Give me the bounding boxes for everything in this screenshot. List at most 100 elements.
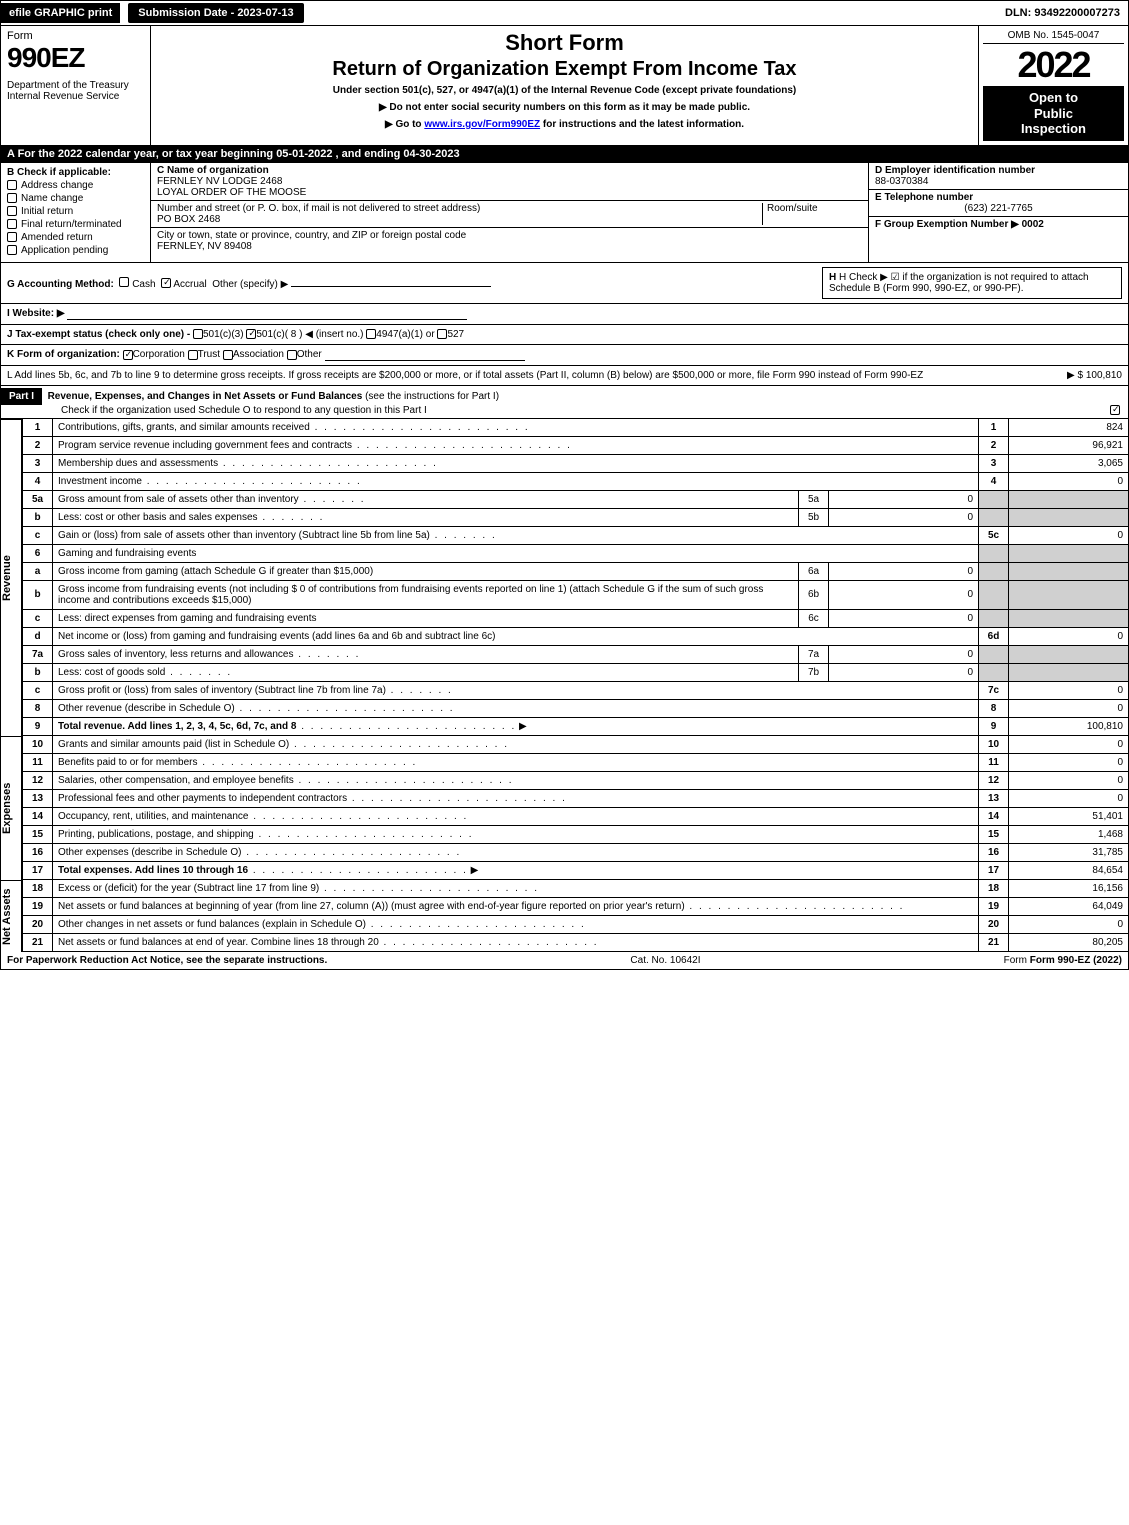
line-6c: cLess: direct expenses from gaming and f… — [23, 609, 1129, 627]
checkbox-address-change[interactable] — [7, 180, 17, 190]
part1-check-note: Check if the organization used Schedule … — [1, 405, 427, 416]
form-header: Form 990EZ Department of the Treasury In… — [0, 26, 1129, 146]
line-17: 17Total expenses. Add lines 10 through 1… — [23, 861, 1129, 879]
j-label: J Tax-exempt status (check only one) - — [7, 329, 190, 340]
opt-initial-return: Initial return — [21, 206, 73, 217]
checkbox-schedule-o[interactable] — [1110, 405, 1120, 415]
section-def: D Employer identification number 88-0370… — [868, 163, 1128, 262]
line-2: 2Program service revenue including gover… — [23, 436, 1129, 454]
g-other-field[interactable] — [291, 275, 491, 287]
checkbox-cash[interactable] — [119, 277, 129, 287]
row-g: G Accounting Method: Cash Accrual Other … — [7, 275, 491, 290]
checkbox-accrual[interactable] — [161, 278, 171, 288]
line-7c: cGross profit or (loss) from sales of in… — [23, 681, 1129, 699]
part1-title: Revenue, Expenses, and Changes in Net As… — [48, 391, 363, 402]
addr-label: Number and street (or P. O. box, if mail… — [157, 203, 480, 214]
website-field[interactable] — [67, 308, 467, 320]
j-opt3: 4947(a)(1) or — [376, 329, 434, 340]
checkbox-amended-return[interactable] — [7, 232, 17, 242]
checkbox-501c[interactable] — [246, 329, 256, 339]
g-other: Other (specify) ▶ — [212, 279, 288, 290]
line-6b: bGross income from fundraising events (n… — [23, 580, 1129, 609]
checkbox-4947[interactable] — [366, 329, 376, 339]
tax-year: 2022 — [983, 44, 1124, 86]
header-left: Form 990EZ Department of the Treasury In… — [1, 26, 151, 145]
checkbox-name-change[interactable] — [7, 193, 17, 203]
opt-amended-return: Amended return — [21, 232, 93, 243]
line-20: 20Other changes in net assets or fund ba… — [23, 915, 1129, 933]
row-g-h: G Accounting Method: Cash Accrual Other … — [0, 263, 1129, 304]
submission-date: Submission Date - 2023-07-13 — [126, 1, 305, 25]
city-label: City or town, state or province, country… — [157, 230, 466, 241]
j-opt1: 501(c)(3) — [203, 329, 244, 340]
l-text: L Add lines 5b, 6c, and 7b to line 9 to … — [7, 370, 1057, 381]
opt-application-pending: Application pending — [21, 245, 108, 256]
l-amount: ▶ $ 100,810 — [1067, 370, 1122, 381]
main-title: Return of Organization Exempt From Incom… — [159, 58, 970, 81]
checkbox-initial-return[interactable] — [7, 206, 17, 216]
expenses-section: Expenses 10Grants and similar amounts pa… — [0, 736, 1129, 880]
short-form-title: Short Form — [159, 30, 970, 56]
form-number: 990EZ — [7, 42, 144, 74]
line-19: 19Net assets or fund balances at beginni… — [23, 897, 1129, 915]
revenue-section: Revenue 1Contributions, gifts, grants, a… — [0, 419, 1129, 736]
footer-right: Form Form 990-EZ (2022) — [1004, 955, 1122, 966]
instr-2: ▶ Go to www.irs.gov/Form990EZ for instru… — [159, 119, 970, 130]
expenses-table: 10Grants and similar amounts paid (list … — [22, 736, 1129, 880]
city-value: FERNLEY, NV 89408 — [157, 241, 252, 252]
f-label: F Group Exemption Number ▶ 0002 — [875, 219, 1044, 230]
addr-value: PO BOX 2468 — [157, 214, 220, 225]
d-value: 88-0370384 — [875, 176, 928, 187]
dept-label: Department of the Treasury Internal Reve… — [7, 80, 144, 102]
checkbox-final-return[interactable] — [7, 219, 17, 229]
line-6d: dNet income or (loss) from gaming and fu… — [23, 627, 1129, 645]
k-other-field[interactable] — [325, 349, 525, 361]
form-label: Form — [7, 30, 144, 42]
j-opt4: 527 — [447, 329, 464, 340]
line-5a: 5aGross amount from sale of assets other… — [23, 490, 1129, 508]
checkbox-trust[interactable] — [188, 350, 198, 360]
j-opt2: 501(c)( 8 ) ◀ (insert no.) — [256, 329, 363, 340]
line-1: 1Contributions, gifts, grants, and simil… — [23, 419, 1129, 437]
footer-left: For Paperwork Reduction Act Notice, see … — [7, 955, 327, 966]
row-a-tax-year: A For the 2022 calendar year, or tax yea… — [0, 146, 1129, 163]
instr-2-post: for instructions and the latest informat… — [540, 119, 744, 130]
row-h: H H Check ▶ ☑ if the organization is not… — [822, 267, 1122, 299]
line-6: 6Gaming and fundraising events — [23, 544, 1129, 562]
header-right: OMB No. 1545-0047 2022 Open to Public In… — [978, 26, 1128, 145]
footer: For Paperwork Reduction Act Notice, see … — [0, 952, 1129, 970]
section-b-label: B Check if applicable: — [7, 167, 144, 178]
line-21: 21Net assets or fund balances at end of … — [23, 933, 1129, 951]
footer-center: Cat. No. 10642I — [630, 955, 700, 966]
checkbox-application-pending[interactable] — [7, 245, 17, 255]
instr-2-pre: ▶ Go to — [385, 119, 424, 130]
checkbox-527[interactable] — [437, 329, 447, 339]
k-trust: Trust — [198, 349, 220, 360]
e-label: E Telephone number — [875, 192, 973, 203]
d-label: D Employer identification number — [875, 165, 1035, 176]
k-other: Other — [297, 349, 322, 360]
h-text: H Check ▶ ☑ if the organization is not r… — [829, 272, 1089, 294]
line-9: 9Total revenue. Add lines 1, 2, 3, 4, 5c… — [23, 717, 1129, 735]
checkbox-501c3[interactable] — [193, 329, 203, 339]
header-center: Short Form Return of Organization Exempt… — [151, 26, 978, 145]
line-7b: bLess: cost of goods sold7b0 — [23, 663, 1129, 681]
e-value: (623) 221-7765 — [875, 203, 1122, 214]
line-3: 3Membership dues and assessments33,065 — [23, 454, 1129, 472]
checkbox-other-org[interactable] — [287, 350, 297, 360]
top-bar: efile GRAPHIC print Submission Date - 20… — [0, 0, 1129, 26]
row-l: L Add lines 5b, 6c, and 7b to line 9 to … — [0, 366, 1129, 386]
k-label: K Form of organization: — [7, 349, 120, 360]
efile-label: efile GRAPHIC print — [1, 3, 120, 23]
irs-link[interactable]: www.irs.gov/Form990EZ — [424, 119, 540, 130]
line-15: 15Printing, publications, postage, and s… — [23, 825, 1129, 843]
revenue-table: 1Contributions, gifts, grants, and simil… — [22, 419, 1129, 736]
checkbox-corporation[interactable] — [123, 350, 133, 360]
dln-label: DLN: 93492200007273 — [997, 3, 1128, 23]
omb-number: OMB No. 1545-0047 — [983, 30, 1124, 44]
line-8: 8Other revenue (describe in Schedule O)8… — [23, 699, 1129, 717]
section-bcdef: B Check if applicable: Address change Na… — [0, 163, 1129, 263]
part1-header: Part I Revenue, Expenses, and Changes in… — [0, 386, 1129, 419]
checkbox-association[interactable] — [223, 350, 233, 360]
line-7a: 7aGross sales of inventory, less returns… — [23, 645, 1129, 663]
